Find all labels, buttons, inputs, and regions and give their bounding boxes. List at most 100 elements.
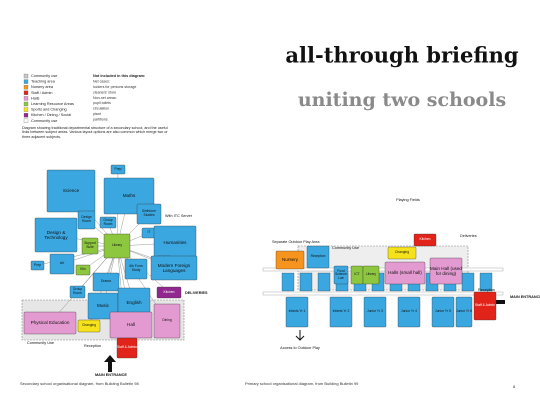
legend-label: Sports and Changing [31,108,67,112]
room-label-box: Nursery [281,257,299,263]
room-label: Prep [114,166,122,171]
room-label: English [126,300,142,306]
corridor [262,291,504,296]
room-label: Kitchen [419,237,431,242]
room-label-box: Library [111,243,123,248]
room-label: Group Room [72,287,83,295]
room-label: Nursery [281,257,299,263]
room-label-box: Junior Yr 6 [456,309,472,314]
room [362,265,380,285]
annotation: MAIN ENTRANCE [95,373,127,377]
room-label: Sixthform Studies [142,209,156,217]
room [413,233,437,247]
room-label-box: Changing [394,250,410,255]
room [69,285,86,299]
legend-label: Nursery area [31,85,54,89]
room-label: Music [97,303,109,309]
room-label: Support Suite [84,241,96,249]
room [34,217,78,253]
excluded-item: partitions [93,117,108,121]
room-label-box: Support Suite [84,241,96,249]
room-label-box: English [126,300,142,306]
room-label-box: Changing [81,323,97,328]
room [124,258,148,280]
annotation: Deliveries [460,234,477,238]
room [397,296,421,328]
room-label-box: Prep [114,166,122,171]
room-label-box: Library [365,272,377,277]
caption: Primary school organisational diagram, f… [245,381,359,386]
room-label-box: Modern Foreign Languages [158,263,190,273]
room [156,286,182,299]
annotation: Community Use [332,246,359,250]
room-label-box: Sixthform Studies [142,209,156,217]
room-label-box: Science [63,188,79,193]
room-label-box: IT [147,230,151,235]
room [275,250,305,270]
legend-swatch [23,107,29,112]
room-label: Junior Yr 6 [456,309,472,314]
room-label: Library [111,243,123,248]
room-label: IT [147,230,151,235]
room-label-box: Group Room [103,218,112,225]
room-label: Main Hall (used for dining) [430,265,462,276]
room [99,216,117,229]
room-label: Food Science Lab [335,268,347,280]
annotation: Playing Fields [396,198,420,202]
room-label-box: Junior Yr 3 [367,309,383,313]
arrow [295,330,305,341]
annotation: With ITC Server [165,214,193,218]
subtitle: uniting two schools [298,89,506,111]
annotation: Reception [84,344,101,348]
room-label: Art [59,261,65,266]
room-label: Junior Yr 4 [401,309,417,314]
room [49,253,75,275]
room [136,203,162,225]
legend-swatch [23,73,29,79]
room-label-box: Junior Yr 5 [435,309,451,313]
room-label-box: Junior Yr 4 [401,309,417,314]
annotation: Community Use [27,341,54,345]
room-label: Staff & Admin [117,345,137,350]
room-label: Dining [162,318,172,323]
room-label: Maths [122,193,136,199]
room-label-box: Prep [34,262,41,267]
room [153,303,181,339]
room-label-box: Hall [127,322,135,327]
room [103,233,131,259]
room-label-box: Reception [311,254,326,258]
page-number: 8 [513,384,516,389]
annotation: Reception [478,288,495,292]
room-label-box: 6th Form Study [129,264,143,272]
room [75,264,91,276]
room [431,296,455,328]
room-label-box: Kitchen [419,237,431,242]
room-label-box: Infants Yr 1 [288,309,306,314]
room-label: ICT [354,272,360,277]
room [329,296,353,328]
room-label: Library [365,272,377,277]
excluded-title: Not included in this diagram: [93,74,145,78]
room [461,272,475,292]
legend-swatch [23,118,29,123]
room-label: Infants Yr 1 [288,309,306,314]
room-label-box: Group Room [72,287,83,295]
legend-label: Community use [31,119,57,123]
room-label: 6th Form Study [129,264,143,272]
legend-label: Teaching area [31,80,56,84]
room [30,260,45,271]
room [92,272,120,292]
legend-label: Staff / Admin [31,91,52,95]
room-label-box: Design & Technology [44,230,67,240]
room-label: Changing [81,323,97,328]
excluded-item: circulation [93,107,109,111]
excluded-item: Non-net areas: [93,96,117,100]
room-label: Prep [34,262,41,267]
excluded-item: plant [93,112,101,116]
room-label: Changing [394,250,410,255]
legend-swatch [23,90,29,95]
legend-swatch [23,85,29,90]
room [299,272,313,292]
room-label-box: Physical Education [31,320,70,325]
room [150,255,198,281]
